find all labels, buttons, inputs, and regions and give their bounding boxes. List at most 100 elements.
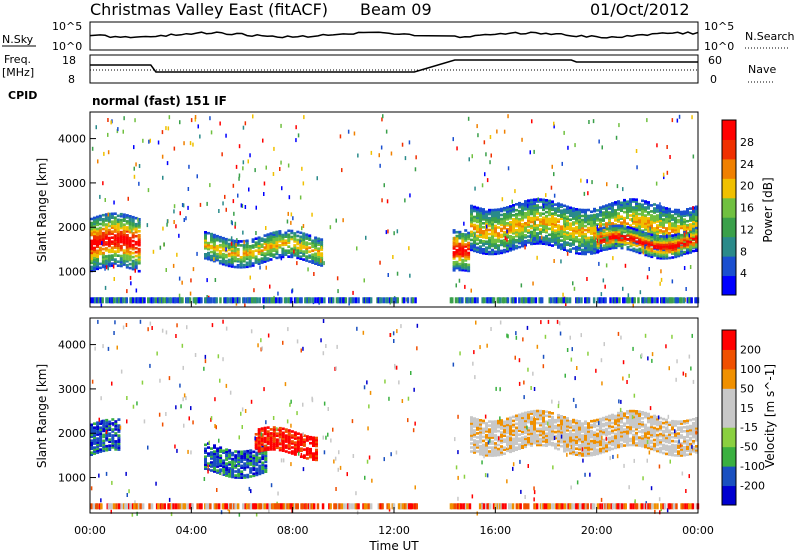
heatmap-cell: [553, 124, 555, 129]
heatmap-cell: [125, 222, 129, 225]
heatmap-cell: [515, 222, 518, 226]
heatmap-cell: [644, 427, 647, 431]
heatmap-cell: [506, 441, 509, 445]
heatmap-cell: [479, 434, 482, 438]
heatmap-cell: [527, 412, 530, 416]
heatmap-cell: [548, 241, 551, 245]
heatmap-cell: [113, 230, 117, 233]
heatmap-cell: [231, 473, 235, 477]
heatmap-cell: [382, 297, 386, 304]
heatmap-cell: [246, 455, 250, 459]
heatmap-cell: [287, 237, 291, 241]
heatmap-cell: [252, 460, 256, 464]
heatmap-cell: [93, 438, 96, 441]
heatmap-cell: [93, 297, 97, 304]
heatmap-cell: [105, 424, 109, 428]
heatmap-cell: [99, 434, 103, 437]
heatmap-cell: [210, 232, 213, 236]
heatmap-cell: [638, 237, 642, 241]
heatmap-cell: [509, 430, 512, 434]
heatmap-cell: [584, 428, 587, 431]
heatmap-cell: [635, 202, 638, 205]
heatmap-cell: [632, 419, 635, 423]
heatmap-cell: [308, 256, 312, 259]
heatmap-cell: [96, 245, 99, 249]
heatmap-cell: [467, 263, 471, 267]
heatmap-cell: [302, 440, 306, 443]
heatmap-cell: [593, 443, 596, 446]
heatmap-cell: [476, 444, 479, 447]
heatmap-cell: [662, 241, 666, 244]
heatmap-cell: [290, 235, 294, 239]
heatmap-cell: [239, 240, 243, 243]
heatmap-cell: [653, 442, 656, 446]
heatmap-cell: [303, 115, 305, 120]
heatmap-cell: [503, 242, 506, 246]
heatmap-cell: [662, 222, 665, 225]
heatmap-cell: [484, 172, 486, 177]
heatmap-cell: [93, 234, 96, 238]
heatmap-cell: [137, 261, 141, 265]
heatmap-cell: [614, 224, 618, 228]
heatmap-cell: [632, 441, 635, 445]
heatmap-cell: [527, 223, 530, 226]
heatmap-cell: [278, 254, 282, 257]
heatmap-cell: [500, 219, 503, 223]
heatmap-cell: [550, 185, 553, 190]
heatmap-cell: [461, 266, 465, 270]
heatmap-cell: [551, 202, 554, 205]
heatmap-cell: [601, 145, 603, 150]
heatmap-cell: [671, 252, 675, 255]
heatmap-cell: [534, 297, 538, 304]
heatmap-cell: [608, 205, 611, 208]
heatmap-cell: [563, 230, 566, 233]
heatmap-cell: [635, 210, 638, 213]
heatmap-cell: [644, 239, 648, 243]
heatmap-cell: [674, 245, 678, 249]
heatmap-cell: [119, 248, 123, 252]
heatmap-cell: [452, 247, 456, 250]
heatmap-cell: [476, 418, 479, 421]
heatmap-cell: [515, 232, 518, 236]
heatmap-cell: [299, 235, 303, 239]
heatmap-cell: [569, 432, 572, 435]
heatmap-cell: [509, 420, 512, 424]
heatmap-cell: [551, 443, 554, 447]
heatmap-cell: [113, 258, 117, 261]
heatmap-cell: [215, 256, 219, 260]
heatmap-cell: [542, 410, 545, 413]
heatmap-cell: [479, 247, 482, 250]
heatmap-cell: [99, 194, 101, 199]
heatmap-cell: [509, 432, 512, 436]
heatmap-cell: [623, 434, 626, 437]
heatmap-cell: [581, 428, 584, 431]
heatmap-cell: [284, 434, 288, 437]
heatmap-cell: [234, 458, 238, 461]
heatmap-cell: [503, 250, 506, 254]
heatmap-cell: [455, 236, 459, 240]
heatmap-cell: [581, 438, 584, 441]
heatmap-cell: [230, 253, 234, 256]
heatmap-cell: [578, 252, 581, 255]
heatmap-cell: [527, 241, 530, 244]
heatmap-cell: [650, 232, 653, 235]
heatmap-cell: [255, 469, 259, 473]
heatmap-cell: [560, 211, 563, 214]
heatmap-cell: [614, 223, 617, 226]
heatmap-cell: [575, 441, 578, 444]
heatmap-cell: [187, 205, 189, 210]
heatmap-cell: [632, 218, 635, 221]
heatmap-cell: [274, 297, 278, 304]
heatmap-cell: [695, 248, 698, 252]
heatmap-cell: [93, 260, 96, 264]
heatmap-cell: [527, 432, 530, 436]
heatmap-cell: [115, 297, 118, 304]
heatmap-cell: [488, 242, 491, 246]
heatmap-cell: [578, 426, 581, 429]
heatmap-cell: [592, 297, 596, 304]
heatmap-cell: [680, 216, 682, 221]
heatmap-cell: [296, 238, 300, 242]
heatmap-cell: [557, 232, 560, 235]
heatmap-cell: [312, 456, 315, 459]
heatmap-cell: [231, 451, 235, 455]
